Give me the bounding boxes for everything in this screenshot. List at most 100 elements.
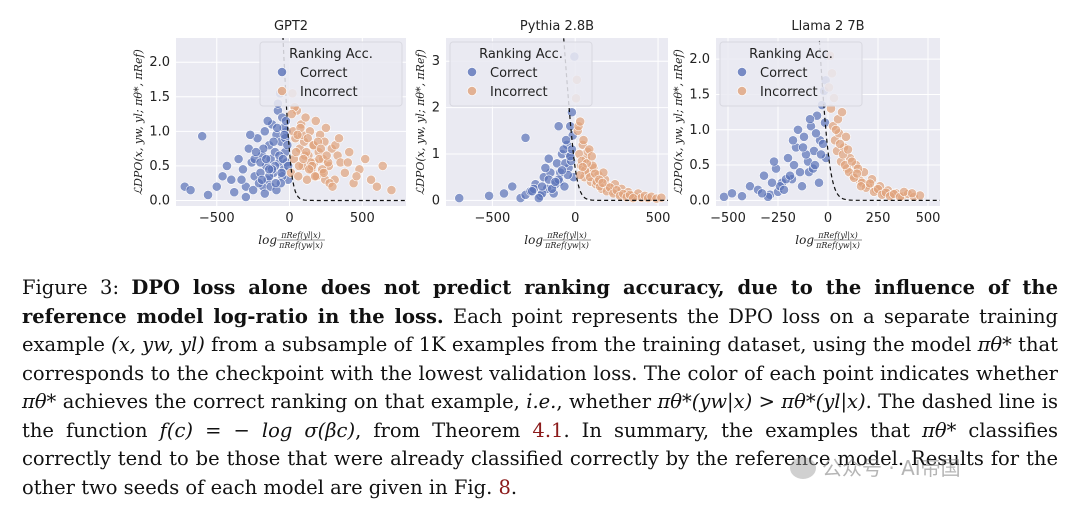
y-axis-label: ℒDPO(x, yw, yl; πθ*, πRef) (672, 49, 685, 195)
correct-point (197, 131, 208, 142)
correct-point (203, 190, 213, 200)
correct-point (550, 176, 561, 187)
x-tick-label: −500 (199, 211, 235, 226)
incorrect-point (360, 154, 371, 164)
legend-box (719, 41, 863, 107)
incorrect-point (300, 112, 311, 123)
correct-point (276, 167, 287, 178)
incorrect-point (344, 147, 355, 157)
y-tick-label: 2 (432, 101, 440, 116)
correct-point (256, 174, 267, 185)
correct-point (540, 163, 551, 173)
x-tick-label: −250 (760, 211, 796, 226)
correct-point (811, 128, 821, 139)
correct-point (527, 186, 538, 197)
caption-text: classifies correctly tend to be those th… (22, 418, 1058, 499)
figure-caption: Figure 3: DPO loss alone does not predic… (22, 274, 1058, 502)
correct-point (238, 164, 248, 175)
caption-math: (x, yw, yl) (111, 333, 205, 356)
incorrect-point (856, 181, 866, 192)
x-axis-label-numerator: πRef(yl|x) (546, 231, 587, 240)
caption-ie: i.e. (526, 390, 557, 413)
legend-label: Incorrect (300, 85, 358, 100)
correct-point (799, 131, 809, 142)
x-tick-label: −500 (710, 211, 746, 226)
incorrect-point (578, 135, 589, 145)
legend-label: Correct (490, 66, 537, 81)
correct-point (798, 142, 808, 153)
correct-point (757, 188, 767, 199)
panel-pythia: −500 0 500 0 1 2 3 Pythia 2.8B ℒDPO(x, yw, yl; π… (414, 19, 670, 250)
incorrect-point (831, 124, 841, 135)
y-tick-label: 1.0 (689, 123, 710, 138)
incorrect-point (294, 161, 304, 171)
x-axis-label-numerator: πRef(yl|x) (817, 231, 858, 240)
correct-point (783, 153, 793, 163)
theorem-link[interactable]: 4.1 (532, 418, 564, 442)
caption-math: f(c) = − log σ(βc) (159, 418, 356, 442)
legend-label: Incorrect (490, 85, 548, 100)
incorrect-point (915, 190, 925, 201)
caption-math: πθ* (22, 390, 57, 413)
watermark-text: 公众号 · AI帝国 (822, 456, 961, 480)
watermark: 公众号 · AI帝国 (790, 452, 961, 481)
incorrect-point (291, 147, 301, 157)
y-tick-label: 1.5 (149, 90, 170, 105)
correct-point (805, 114, 815, 125)
correct-point (759, 170, 769, 181)
correct-point (281, 116, 291, 126)
y-tick-label: 3 (432, 54, 440, 69)
caption-math: πθ* (977, 333, 1012, 356)
correct-point (788, 135, 798, 146)
x-tick-label: 0 (571, 211, 579, 226)
legend: Ranking Acc. Correct Incorrect (259, 41, 403, 107)
caption-text: . In summary, the examples that (563, 418, 923, 442)
dashed-loss-curve (282, 38, 406, 202)
correct-point (262, 116, 273, 126)
legend: Ranking Acc. Correct Incorrect (719, 41, 863, 107)
incorrect-point (847, 156, 857, 167)
figure-panels: −500 0 500 0.0 0.5 1.0 1.5 2.0 GPT2 ℒDPO(x, yw, y… (132, 19, 941, 250)
incorrect-point (321, 122, 331, 133)
legend-box (449, 41, 593, 107)
caption-math: πθ* (922, 418, 957, 442)
legend-title: Ranking Acc. (479, 47, 563, 62)
x-axis-label-denominator: πRef(yw|x) (815, 241, 860, 250)
correct-point (278, 154, 288, 164)
incorrect-point (298, 154, 309, 164)
correct-point (814, 177, 824, 188)
correct-point (499, 188, 509, 199)
y-tick-label: 1.5 (689, 87, 710, 102)
correct-point (248, 185, 259, 195)
y-tick-label: 2.0 (149, 55, 170, 70)
correct-point (261, 154, 272, 164)
legend-title: Ranking Acc. (749, 47, 833, 62)
incorrect-point (907, 188, 917, 199)
x-axis-label: log (795, 233, 814, 247)
correct-point (454, 193, 465, 204)
x-tick-label: 500 (916, 211, 941, 226)
correct-point (793, 124, 803, 135)
x-axis-label: log (524, 233, 543, 247)
y-tick-label: 0.5 (149, 159, 170, 174)
panel-title: Llama 2 7B (791, 19, 864, 34)
correct-point (779, 184, 789, 195)
correct-point (279, 129, 290, 140)
x-tick-label: 250 (866, 211, 891, 226)
y-tick-label: 0.5 (689, 158, 710, 173)
legend-box (259, 41, 403, 107)
incorrect-point (597, 177, 608, 188)
panel-llama: −500 −250 0 250 500 0.0 0.5 1.0 1.5 2.0 Llama 2 7B… (672, 19, 941, 250)
caption-text: . (510, 475, 518, 499)
correct-point (797, 181, 807, 192)
figure-link[interactable]: 8 (498, 475, 511, 499)
correct-point (533, 193, 544, 204)
incorrect-point (327, 181, 338, 192)
correct-point (484, 190, 494, 201)
legend-marker (737, 67, 747, 77)
correct-point (816, 149, 826, 160)
incorrect-point (339, 167, 350, 178)
correct-point (233, 154, 244, 164)
incorrect-point (843, 144, 853, 155)
correct-point (557, 165, 567, 176)
